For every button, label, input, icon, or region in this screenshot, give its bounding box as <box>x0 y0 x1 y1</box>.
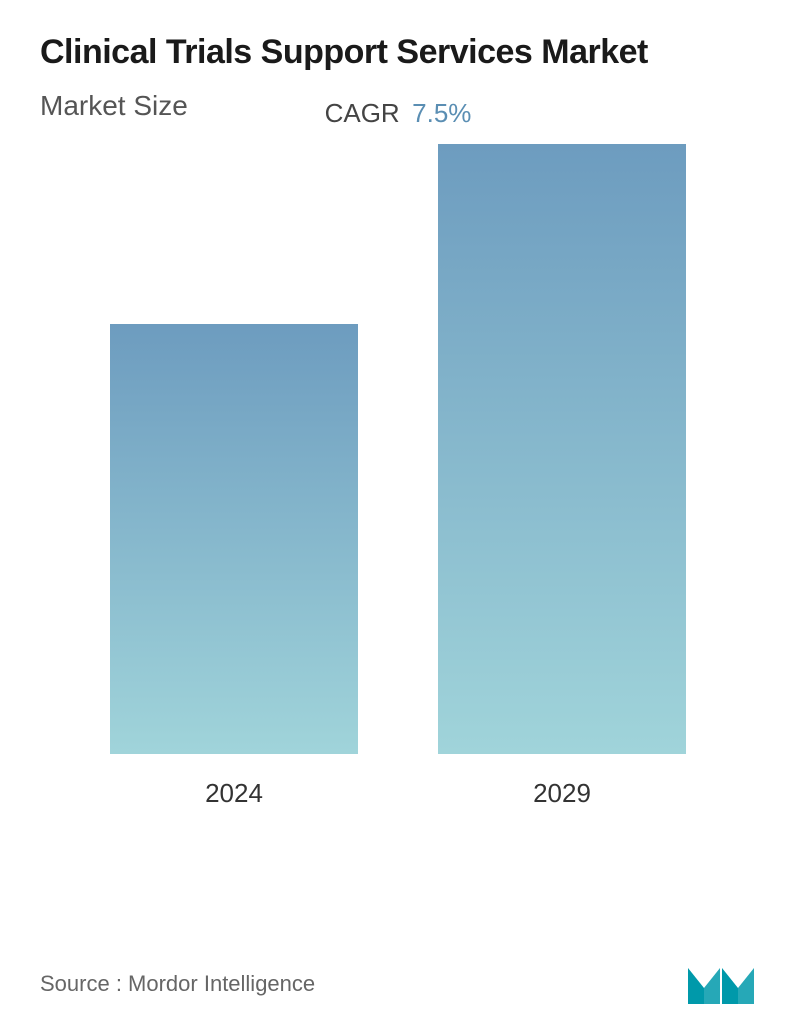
mordor-logo-icon <box>686 962 756 1006</box>
chart-title: Clinical Trials Support Services Market <box>40 30 756 74</box>
bar-label-1: 2029 <box>533 778 591 809</box>
bar-wrapper-1: 2029 <box>438 144 686 809</box>
cagr-value: 7.5% <box>412 98 471 128</box>
bar-1 <box>438 144 686 754</box>
chart-footer: Source : Mordor Intelligence <box>40 962 756 1006</box>
bar-wrapper-0: 2024 <box>110 324 358 809</box>
bar-label-0: 2024 <box>205 778 263 809</box>
source-text: Source : Mordor Intelligence <box>40 971 315 997</box>
bar-0 <box>110 324 358 754</box>
cagr-label: CAGR <box>325 98 400 128</box>
bar-chart: 2024 2029 <box>70 169 726 809</box>
brand-logo <box>686 962 756 1006</box>
